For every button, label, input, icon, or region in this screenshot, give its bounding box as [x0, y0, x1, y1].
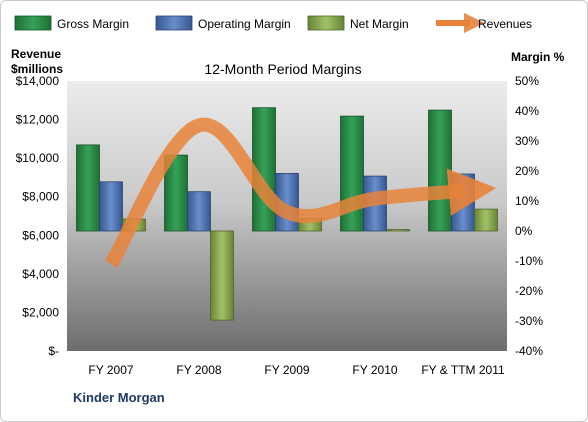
bar-net-margin-fy-2010: [386, 229, 410, 232]
left-tick-label: $4,000: [22, 267, 59, 281]
right-tick-label: 40%: [515, 104, 539, 118]
left-tick-label: $-: [48, 344, 59, 358]
right-tick-label: -40%: [515, 344, 543, 358]
legend-label-gross-margin: Gross Margin: [57, 17, 129, 31]
x-tick-label: FY 2009: [264, 363, 309, 377]
x-tick-label: FY & TTM 2011: [421, 363, 505, 377]
left-axis-title-line1: Revenue: [11, 47, 61, 61]
legend: Gross Margin Operating Margin Net Margin Re…: [14, 12, 532, 34]
revenue-line-group: [104, 117, 497, 268]
source-label: Kinder Morgan: [73, 390, 165, 405]
left-tick-label: $14,000: [16, 74, 60, 88]
right-tick-label: 10%: [515, 194, 539, 208]
right-tick-label: -20%: [515, 284, 543, 298]
legend-swatch-gross-margin: [14, 15, 52, 31]
left-tick-label: $10,000: [16, 151, 60, 165]
x-tick-label: FY 2008: [176, 363, 221, 377]
right-axis-ticks: -40% -30% -20% -10% 0% 10% 20% 30% 40% 50%: [515, 74, 543, 358]
right-tick-label: 0%: [515, 224, 533, 238]
right-tick-label: 50%: [515, 74, 539, 88]
right-tick-label: -10%: [515, 254, 543, 268]
bar-net-margin-fy-ttm-2011: [474, 208, 498, 232]
right-axis-title: Margin %: [511, 50, 565, 64]
right-tick-label: 30%: [515, 134, 539, 148]
left-tick-label: $12,000: [16, 113, 60, 127]
bar-operating-margin-fy-2008: [187, 191, 211, 232]
bar-operating-margin-fy-ttm-2011: [451, 173, 475, 232]
legend-label-net-margin: Net Margin: [350, 17, 409, 31]
left-axis-ticks: $- $2,000 $4,000 $6,000 $8,000 $10,000 $12,000…: [16, 74, 60, 358]
bar-gross-margin-fy-2007: [76, 144, 100, 232]
legend-label-operating-margin: Operating Margin: [198, 17, 291, 31]
right-tick-label: 20%: [515, 164, 539, 178]
bar-net-margin-fy-2008: [210, 230, 234, 321]
legend-label-revenues: Revenues: [478, 17, 532, 31]
legend-swatch-operating-margin: [155, 15, 193, 31]
x-tick-label: FY 2010: [352, 363, 397, 377]
left-axis-title-line2: $millions: [11, 62, 63, 76]
line-revenues: [104, 117, 497, 268]
left-tick-label: $6,000: [22, 228, 59, 242]
bar-gross-margin-fy-ttm-2011: [428, 109, 452, 232]
left-tick-label: $2,000: [22, 305, 59, 319]
left-tick-label: $8,000: [22, 190, 59, 204]
x-axis-ticks: FY 2007 FY 2008 FY 2009 FY 2010 FY & TTM 201…: [88, 363, 505, 377]
legend-swatch-net-margin: [307, 15, 345, 31]
chart-title: 12-Month Period Margins: [204, 61, 361, 77]
right-tick-label: -30%: [515, 314, 543, 328]
bar-operating-margin-fy-2007: [99, 181, 123, 232]
x-tick-label: FY 2007: [88, 363, 133, 377]
